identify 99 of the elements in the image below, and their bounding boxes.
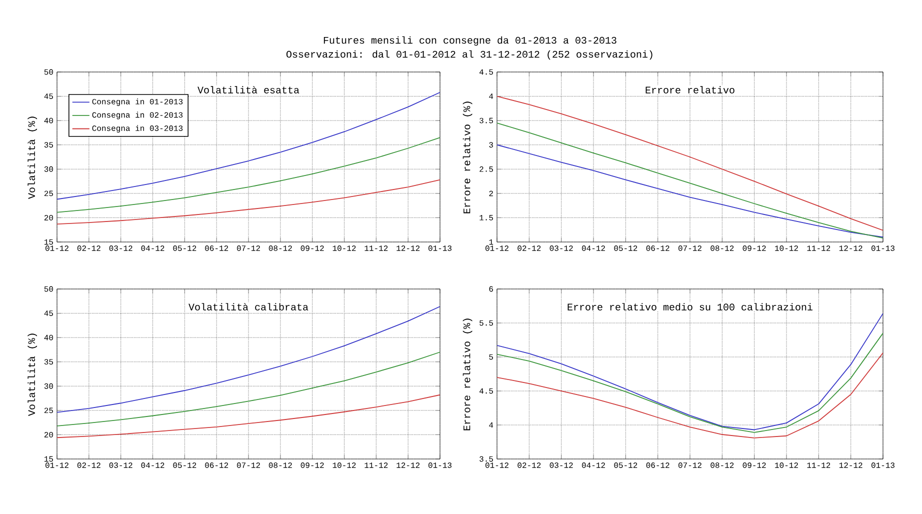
x-tick-label: 03-12 [109,462,132,468]
y-tick-label: 1 [489,239,494,245]
text: Volatilità esatta [198,86,300,94]
y-tick-label: 5.5 [480,320,493,326]
y-tick-label: 45 [44,310,53,316]
x-tick-label: 03-12 [109,246,132,251]
x-tick-label: 10-12 [775,462,798,468]
x-tick-label: 01-13 [871,462,894,468]
y-tick-label: 35 [44,359,53,365]
y-tick-label: 30 [44,383,53,389]
text: Volatilità calibrata [188,303,308,310]
y-axis-title: Volatilità (%) [28,116,38,199]
legend-label: Consegna in 02-2013 [92,112,183,120]
x-tick-label: 11-12 [807,462,830,468]
x-tick-label: 04-12 [141,246,164,251]
x-tick-label: 12-12 [839,246,862,251]
x-tick-label: 01-13 [871,246,894,251]
y-tick-label: 15 [44,239,53,245]
y-tick-label: 5 [489,354,493,360]
x-tick-label: 07-12 [678,246,702,251]
y-tick-label: 3.5 [480,118,493,124]
x-tick-label: 08-12 [710,246,734,251]
x-tick-label: 01-12 [485,246,508,251]
x-tick-label: 10-12 [332,462,356,468]
y-tick-label: 15 [44,456,53,462]
x-tick-label: 09-12 [300,246,324,251]
x-tick-label: 01-13 [428,246,452,251]
legend-label: Consegna in 01-2013 [92,98,183,106]
y-tick-label: 30 [44,166,53,172]
x-tick-label: 04-12 [141,462,164,468]
line-series [57,137,440,213]
x-tick-label: 07-12 [236,246,260,251]
y-tick-label: 4.5 [479,69,493,75]
x-tick-label: 12-12 [839,462,862,468]
y-tick-label: 2.5 [480,166,493,172]
y-tick-label: 4 [489,422,494,428]
x-tick-label: 06-12 [646,462,670,468]
x-tick-label: 05-12 [614,462,638,468]
y-tick-label: 25 [44,190,53,196]
legend-label: Consegna in 03-2013 [92,125,183,133]
x-tick-label: 02-12 [77,462,100,468]
x-tick-label: 06-12 [205,246,228,251]
x-tick-label: 04-12 [582,246,605,251]
y-tick-label: 1.5 [480,215,493,220]
x-tick-label: 12-12 [396,462,420,468]
y-tick-label: 6 [489,286,493,292]
y-axis-title: Errore relativo (%) [462,102,472,214]
y-tick-label: 3.5 [480,456,493,462]
y-tick-label: 35 [44,142,53,148]
y-tick-label: 45 [44,94,53,99]
x-tick-label: 09-12 [300,462,324,468]
line-series [497,313,883,430]
x-tick-label: 09-12 [742,246,766,251]
y-tick-label: 4.5 [479,388,493,394]
y-tick-label: 20 [44,432,53,438]
x-tick-label: 11-12 [364,246,388,251]
x-tick-label: 10-12 [332,246,356,251]
x-tick-label: 05-12 [614,246,638,251]
text: Errore relativo [646,86,734,94]
line-series [497,332,883,433]
y-tick-label: 50 [44,69,53,75]
x-tick-label: 05-12 [173,462,196,468]
x-tick-label: 08-12 [710,462,734,468]
x-tick-label: 09-12 [742,462,766,468]
text: Futures mensili con consegne da 01-2013 a 03-2013 [324,36,616,46]
y-axis-title: Volatilità (%) [28,334,38,416]
x-tick-label: 01-12 [45,462,68,468]
line-series [57,352,440,426]
x-tick-label: 02-12 [77,246,100,251]
x-tick-label: 08-12 [268,462,292,468]
x-tick-label: 04-12 [582,462,605,468]
y-tick-label: 50 [44,286,53,292]
x-tick-label: 12-12 [396,246,420,251]
y-tick-label: 40 [44,118,53,124]
x-tick-label: 06-12 [205,462,228,468]
y-tick-label: 20 [44,214,53,220]
text: Errore relativo medio su 100 calibrazioni [568,303,812,310]
x-tick-label: 03-12 [550,246,573,251]
y-tick-label: 3 [489,142,493,148]
x-tick-label: 11-12 [364,462,388,468]
x-tick-label: 02-12 [518,246,541,251]
y-axis-title: Errore relativo (%) [462,318,472,430]
text: Osservazioni: dal 01-01-2012 al 31-12-2012 (252 osservazioni) [286,50,652,60]
x-tick-label: 01-12 [45,246,68,251]
x-tick-label: 07-12 [678,462,702,468]
x-tick-label: 01-13 [428,462,452,468]
y-tick-label: 25 [44,408,53,414]
x-tick-label: 01-12 [485,462,508,468]
y-tick-label: 40 [44,334,53,340]
x-tick-label: 10-12 [775,246,798,251]
x-tick-label: 02-12 [518,462,541,468]
x-tick-label: 03-12 [550,462,573,468]
y-tick-label: 2 [489,190,493,196]
x-tick-label: 07-12 [236,462,260,468]
y-tick-label: 4 [489,94,494,99]
x-tick-label: 05-12 [173,246,196,251]
x-tick-label: 11-12 [807,246,830,251]
x-tick-label: 06-12 [646,246,670,251]
x-tick-label: 08-12 [268,246,292,251]
